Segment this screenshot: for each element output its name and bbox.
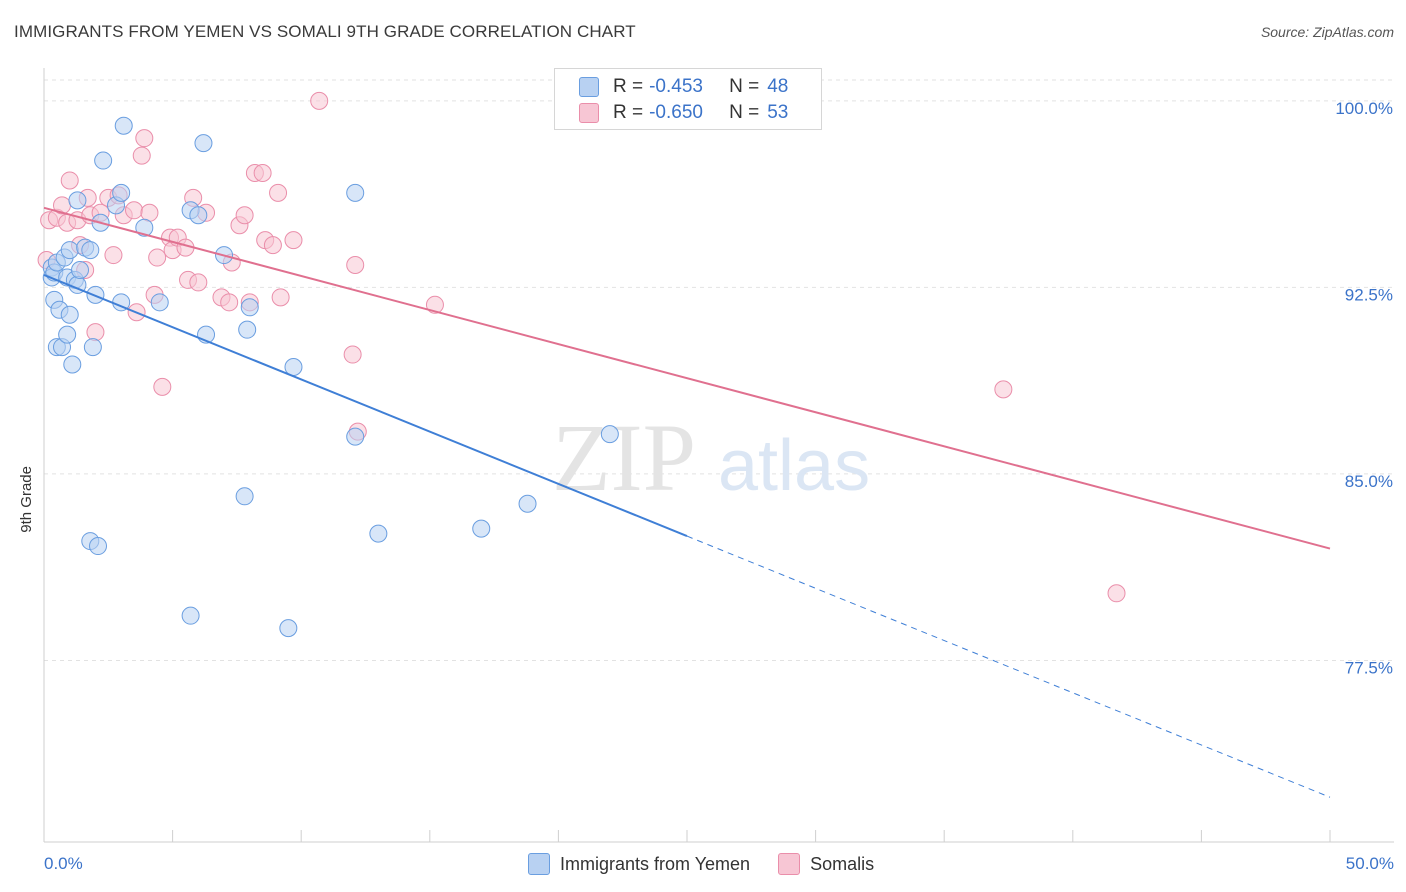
yemen-point xyxy=(112,183,131,202)
somali-point xyxy=(153,377,172,396)
trend-line-yemen-extrapolated xyxy=(686,535,1331,798)
somali-point xyxy=(284,231,303,250)
chart-title: IMMIGRANTS FROM YEMEN VS SOMALI 9TH GRAD… xyxy=(14,22,636,41)
yemen-point xyxy=(81,241,100,260)
yemen-point xyxy=(369,524,388,543)
somali-point xyxy=(86,323,105,342)
somali-point xyxy=(140,203,159,222)
n-label: N = xyxy=(729,76,760,97)
source-label: Source: ZipAtlas.com xyxy=(1260,24,1394,40)
x-tick-label: 50.0% xyxy=(1346,854,1394,873)
yemen-point xyxy=(135,218,154,237)
somali-point xyxy=(125,201,144,220)
legend-item-yemen: Immigrants from Yemen xyxy=(528,853,750,875)
yemen-point xyxy=(68,191,87,210)
somali-point xyxy=(269,183,288,202)
legend-swatch-yemen xyxy=(579,77,599,97)
legend-swatch-somali xyxy=(778,853,801,875)
correlation-legend: R = -0.453 N = 48 R = -0.650 N = 53 xyxy=(554,68,822,130)
series-yemen xyxy=(42,116,619,638)
somali-point xyxy=(148,248,167,267)
yemen-point xyxy=(114,116,133,135)
yemen-point xyxy=(472,519,491,538)
axes xyxy=(43,68,1394,843)
n-value: 48 xyxy=(767,76,789,97)
yemen-point xyxy=(89,537,108,556)
watermark-atlas: atlas xyxy=(718,426,870,506)
legend-label-yemen: Immigrants from Yemen xyxy=(560,853,751,874)
y-tick-label: 85.0% xyxy=(1345,472,1393,491)
n-label: N = xyxy=(729,102,760,123)
legend-label-somali: Somalis xyxy=(810,853,875,874)
somali-point xyxy=(271,288,290,307)
trend-line-somali xyxy=(43,206,1331,550)
yemen-point xyxy=(518,494,537,513)
yemen-point xyxy=(279,619,298,638)
yemen-point xyxy=(71,260,90,279)
somali-point xyxy=(994,380,1013,399)
grid-lines xyxy=(44,79,1394,661)
watermark: ZIP atlas xyxy=(552,404,870,511)
trend-line-yemen xyxy=(43,274,688,538)
somali-point xyxy=(132,146,151,165)
yemen-point xyxy=(600,425,619,444)
r-value: -0.650 xyxy=(649,102,703,123)
r-value: -0.453 xyxy=(649,76,703,97)
series-somalis xyxy=(37,91,1126,603)
yemen-point xyxy=(181,606,200,625)
n-value: 53 xyxy=(767,102,789,123)
x-tick-label: 0.0% xyxy=(44,854,83,873)
somali-point xyxy=(253,163,272,182)
tick-labels: 100.0% 92.5% 85.0% 77.5% 0.0% 50.0% xyxy=(44,99,1394,873)
somali-point xyxy=(135,129,154,148)
yemen-point xyxy=(63,355,82,374)
yemen-point xyxy=(60,305,79,324)
y-tick-label: 92.5% xyxy=(1345,285,1393,304)
r-label: R = xyxy=(613,102,644,123)
y-tick-label: 77.5% xyxy=(1345,658,1393,677)
somali-point xyxy=(263,236,282,255)
somali-point xyxy=(104,246,123,265)
somali-point xyxy=(189,273,208,292)
y-tick-label: 100.0% xyxy=(1335,99,1393,118)
watermark-zip: ZIP xyxy=(552,404,696,511)
yemen-point xyxy=(58,325,77,344)
yemen-point xyxy=(189,206,208,225)
somali-point xyxy=(60,171,79,190)
somali-point xyxy=(425,295,444,314)
legend-swatch-yemen xyxy=(528,853,550,875)
legend-row-somali: R = -0.650 N = 53 xyxy=(579,101,788,125)
somali-point xyxy=(346,256,365,275)
r-label: R = xyxy=(613,76,644,97)
yemen-point xyxy=(240,298,259,317)
somali-point xyxy=(235,206,254,225)
legend-item-somali: Somalis xyxy=(778,853,874,875)
yemen-point xyxy=(346,427,365,446)
series-legend: Immigrants from Yemen Somalis xyxy=(528,852,902,876)
somali-point xyxy=(343,345,362,364)
somali-point xyxy=(310,91,329,110)
somali-point xyxy=(220,293,239,312)
somali-point xyxy=(1107,584,1126,603)
y-axis-title: 9th Grade xyxy=(18,466,35,533)
legend-swatch-somali xyxy=(579,103,599,123)
trend-lines xyxy=(43,206,1331,798)
yemen-point xyxy=(60,241,79,260)
yemen-point xyxy=(94,151,113,170)
yemen-point xyxy=(83,338,102,357)
yemen-point xyxy=(238,320,257,339)
yemen-point xyxy=(150,293,169,312)
yemen-point xyxy=(235,487,254,506)
legend-row-yemen: R = -0.453 N = 48 xyxy=(579,75,788,99)
yemen-point xyxy=(346,183,365,202)
yemen-point xyxy=(194,134,213,153)
